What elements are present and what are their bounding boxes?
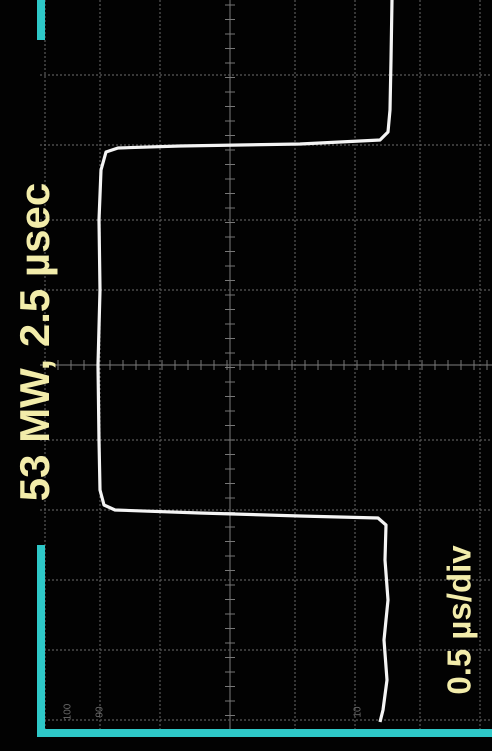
frame-bar: [37, 545, 45, 737]
caption: 53 MW, 2.5 µsec: [11, 183, 58, 501]
frame-bar: [37, 0, 45, 40]
scope-photo: 53 MW, 2.5 µsec 0.5 µs/div 100 90 10: [0, 0, 492, 751]
graticule-label: 90: [95, 706, 106, 718]
frame-bar: [37, 729, 492, 737]
graticule-label: 10: [353, 706, 364, 718]
background: [0, 0, 492, 751]
graticule-label: 100: [63, 703, 74, 720]
timebase-label: 0.5 µs/div: [441, 545, 478, 695]
